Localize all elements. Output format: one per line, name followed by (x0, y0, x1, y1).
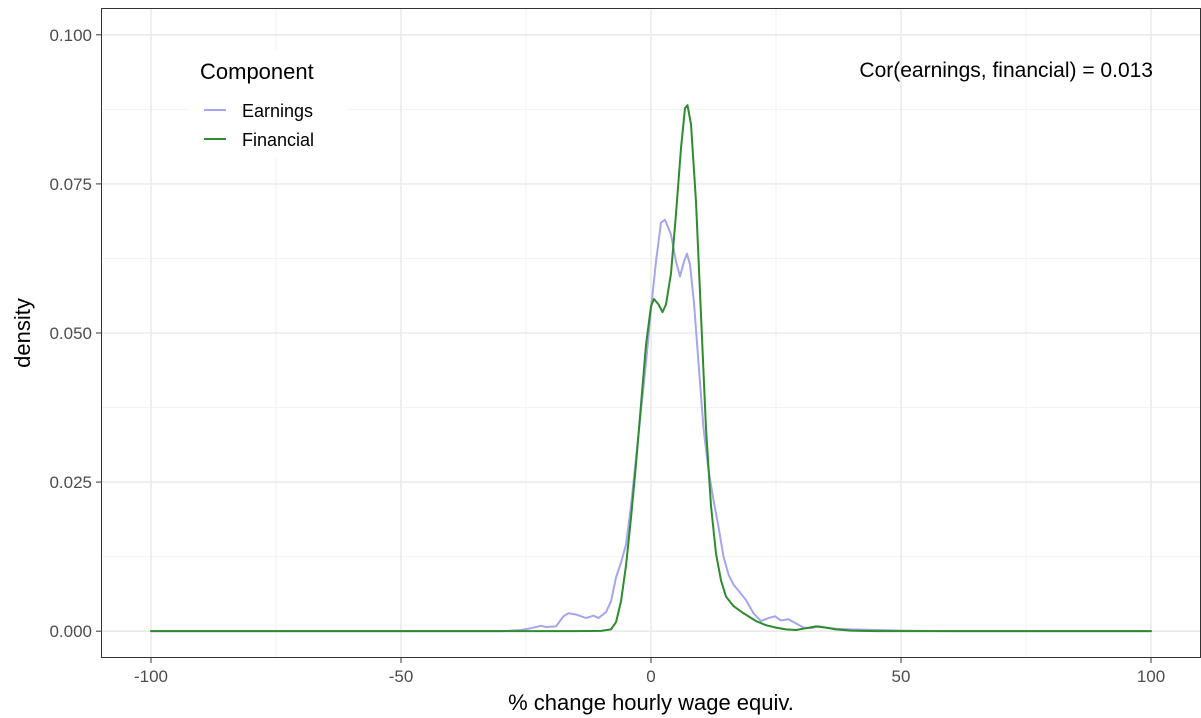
y-tick-label: 0.025 (49, 473, 92, 492)
legend: Component Earnings Financial (188, 50, 348, 158)
y-tick-label: 0.100 (49, 26, 92, 45)
y-axis-ticks: 0.000 0.025 0.050 0.075 0.100 (49, 26, 101, 641)
y-tick-label: 0.050 (49, 324, 92, 343)
series-layer (150, 104, 1152, 633)
x-tick-label: 100 (1137, 667, 1165, 686)
legend-label-earnings: Earnings (242, 101, 313, 121)
x-axis-title: % change hourly wage equiv. (508, 690, 794, 715)
y-tick-label: 0.000 (49, 622, 92, 641)
x-tick-label: 0 (646, 667, 655, 686)
x-tick-label: -50 (389, 667, 414, 686)
series-line-financial (150, 104, 1152, 633)
legend-label-financial: Financial (242, 130, 314, 150)
series-line-earnings (150, 218, 1152, 633)
x-tick-label: 50 (892, 667, 911, 686)
legend-entries: Earnings Financial (204, 101, 314, 150)
x-axis-ticks: -100 -50 0 50 100 (134, 658, 1165, 686)
correlation-annotation: Cor(earnings, financial) = 0.013 (859, 59, 1153, 82)
y-axis-title: density (10, 298, 35, 368)
legend-title: Component (200, 59, 314, 84)
x-tick-label: -100 (134, 667, 168, 686)
y-tick-label: 0.075 (49, 175, 92, 194)
